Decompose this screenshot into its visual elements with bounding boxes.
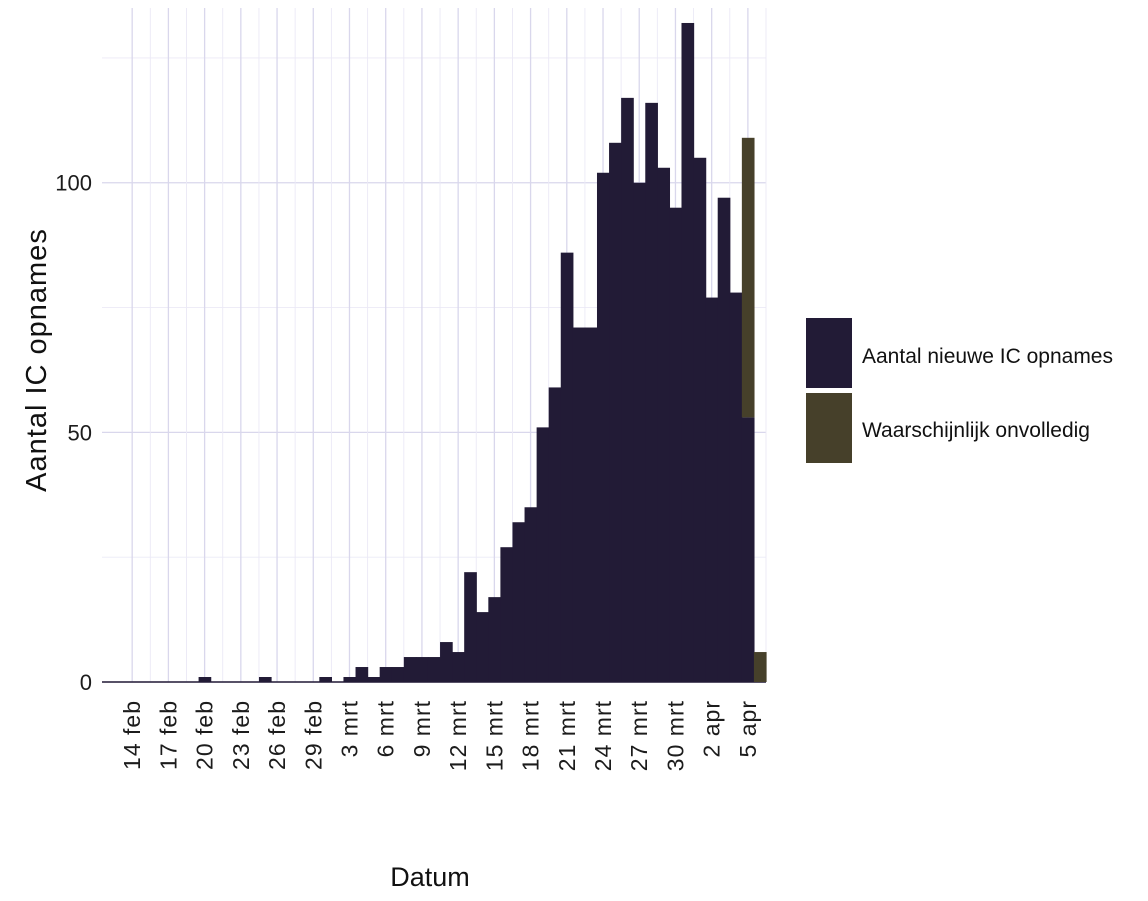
bar-new-ic-admissions (585, 328, 598, 682)
x-tick-label: 17 feb (155, 700, 181, 770)
bar-new-ic-admissions (645, 103, 658, 682)
bar-new-ic-admissions (525, 507, 538, 682)
x-tick-label: 30 mrt (662, 700, 688, 771)
bar-new-ic-admissions (573, 328, 586, 682)
bar-new-ic-admissions (343, 677, 356, 682)
x-tick-label: 6 mrt (373, 700, 399, 757)
x-tick-label: 26 feb (264, 700, 290, 770)
bar-new-ic-admissions (597, 173, 610, 682)
bar-new-ic-admissions (537, 427, 550, 682)
bar-new-ic-admissions (633, 183, 646, 682)
x-tick-label: 9 mrt (409, 700, 435, 757)
bar-new-ic-admissions (561, 253, 574, 682)
bars (199, 23, 767, 682)
bar-new-ic-admissions (404, 657, 417, 682)
bar-new-ic-admissions (392, 667, 405, 682)
bar-new-ic-admissions (368, 677, 381, 682)
x-tick-label: 14 feb (119, 700, 145, 770)
bar-new-ic-admissions (428, 657, 441, 682)
legend-label-complete: Aantal nieuwe IC opnames (862, 345, 1113, 368)
x-tick-label: 20 feb (192, 700, 218, 770)
x-tick-label: 2 apr (699, 700, 725, 757)
x-tick-label: 5 apr (735, 700, 761, 757)
x-tick-label: 21 mrt (554, 700, 580, 771)
bar-new-ic-admissions (718, 198, 731, 682)
bar-new-ic-admissions (440, 642, 453, 682)
y-axis-title: Aantal IC opnames (21, 228, 53, 492)
x-tick-label: 27 mrt (626, 700, 652, 771)
y-axis-ticks: 0 50 100 (55, 171, 92, 695)
bar-new-ic-admissions (380, 667, 393, 682)
bar-new-ic-admissions (512, 522, 525, 682)
y-tick-label: 100 (55, 171, 92, 196)
legend-swatch-incomplete (806, 393, 852, 463)
x-tick-label: 18 mrt (518, 700, 544, 771)
y-tick-label: 50 (68, 420, 92, 445)
bar-new-ic-admissions (452, 652, 465, 682)
bar-new-ic-admissions (476, 612, 489, 682)
x-tick-label: 23 feb (228, 700, 254, 770)
bar-new-ic-admissions (706, 298, 719, 682)
x-tick-label: 3 mrt (336, 700, 362, 757)
bar-probably-incomplete (754, 652, 767, 682)
bar-new-ic-admissions (669, 208, 682, 682)
x-tick-label: 12 mrt (445, 700, 471, 771)
bar-new-ic-admissions (488, 597, 501, 682)
bar-new-ic-admissions (609, 143, 622, 682)
bar-new-ic-admissions (730, 293, 743, 682)
bar-new-ic-admissions (416, 657, 429, 682)
legend-label-incomplete: Waarschijnlijk onvolledig (862, 419, 1090, 442)
bar-new-ic-admissions (742, 417, 755, 682)
legend-swatch-complete (806, 318, 852, 388)
bar-new-ic-admissions (549, 387, 562, 682)
bar-new-ic-admissions (694, 158, 707, 682)
x-tick-label: 24 mrt (590, 700, 616, 771)
bar-new-ic-admissions (681, 23, 694, 682)
bar-new-ic-admissions (259, 677, 272, 682)
bar-new-ic-admissions (199, 677, 212, 682)
x-axis-title: Datum (390, 862, 470, 892)
bar-new-ic-admissions (500, 547, 513, 682)
bar-new-ic-admissions (621, 98, 634, 682)
x-tick-label: 15 mrt (481, 700, 507, 771)
x-tick-label: 29 feb (300, 700, 326, 770)
bar-new-ic-admissions (464, 572, 477, 682)
legend: Aantal nieuwe IC opnames Waarschijnlijk … (806, 318, 1113, 463)
bar-new-ic-admissions (657, 168, 670, 682)
x-axis-ticks: 14 feb 17 feb 20 feb 23 feb 26 feb 29 feb 3 mr… (119, 700, 761, 771)
bar-new-ic-admissions (319, 677, 332, 682)
y-tick-label: 0 (80, 670, 92, 695)
bar-probably-incomplete (742, 138, 755, 418)
bar-new-ic-admissions (356, 667, 369, 682)
